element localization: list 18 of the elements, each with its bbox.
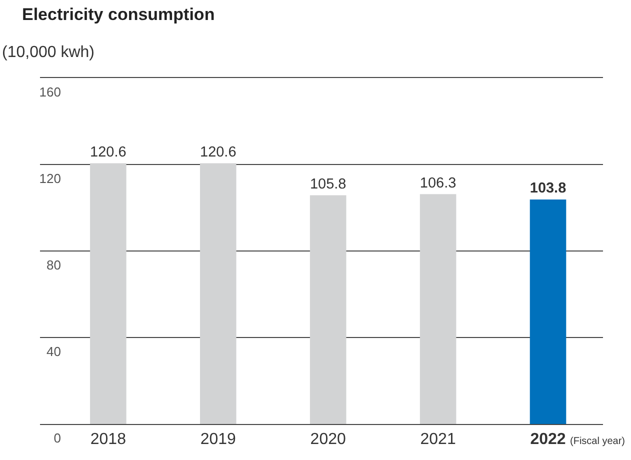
y-tick-label: 80 (46, 258, 61, 273)
data-label: 120.6 (200, 144, 236, 160)
x-tick-label: 2019 (200, 431, 236, 448)
y-tick-label: 40 (46, 344, 61, 360)
y-tick-label: 160 (39, 84, 61, 100)
x-axis-title: (Fiscal year) (570, 436, 626, 447)
x-tick-label: 2020 (310, 431, 346, 448)
x-tick-label: 2022 (530, 431, 566, 448)
data-label: 106.3 (420, 175, 456, 192)
data-label: 103.8 (530, 180, 566, 197)
data-label: 120.6 (90, 144, 126, 160)
y-axis-title: (10,000 kwh) (2, 44, 94, 61)
x-tick-label: 2018 (90, 431, 126, 448)
data-label: 105.8 (310, 176, 346, 192)
y-tick-label: 120 (39, 171, 61, 186)
y-tick-label: 0 (54, 430, 61, 446)
chart-title: Electricity consumption (22, 4, 215, 24)
x-tick-label: 2021 (420, 431, 456, 448)
